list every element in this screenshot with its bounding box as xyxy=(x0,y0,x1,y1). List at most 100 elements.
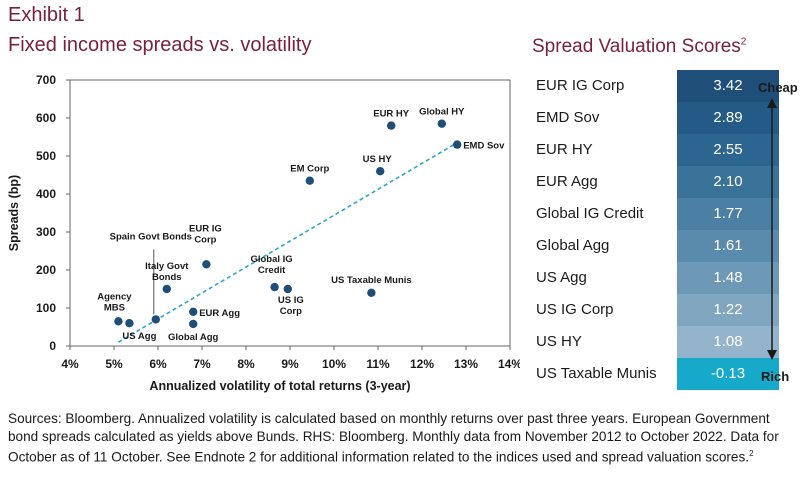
x-tick-label: 14% xyxy=(498,357,520,371)
point-label-line: US IG xyxy=(278,295,304,306)
point-label-line: US HY xyxy=(363,154,393,165)
point-label-line: Credit xyxy=(258,265,286,276)
scatter-chart: 0 100 200 300 400 500 600 700 4% 5% 6% 7% 8% 9% 10% 11%… xyxy=(7,73,520,393)
score-row: Global IG Credit 1.77 xyxy=(532,198,779,230)
score-row-name: Global Agg xyxy=(536,237,610,254)
y-tick-label: 600 xyxy=(36,111,56,125)
footnote-sup: 2 xyxy=(749,449,754,458)
point-label-line: Global IG xyxy=(250,254,292,265)
scores-title: Spread Valuation Scores2 xyxy=(532,36,746,58)
x-tick-label: 9% xyxy=(281,357,299,371)
data-point xyxy=(367,288,376,297)
data-point xyxy=(283,284,292,294)
point-label: US IG Corp xyxy=(278,295,304,317)
score-row-value: 1.08 xyxy=(677,326,779,358)
y-tick-label: 700 xyxy=(36,73,56,87)
data-point xyxy=(189,307,198,316)
score-row-name: EUR IG Corp xyxy=(536,77,625,94)
point-label: Global HY xyxy=(419,107,465,118)
point-label-line: EUR IG xyxy=(189,223,222,234)
scores-title-text: Spread Valuation Scores xyxy=(532,36,741,57)
x-tick-label: 7% xyxy=(193,357,211,371)
score-row-name: US Taxable Munis xyxy=(536,365,657,382)
x-tick-label: 12% xyxy=(410,357,434,371)
score-row-value: 1.22 xyxy=(677,294,779,326)
y-tick-label: 300 xyxy=(36,225,56,239)
score-row-name: US IG Corp xyxy=(536,301,614,318)
score-row: US IG Corp 1.22 xyxy=(532,294,779,326)
point-label: EUR IG Corp xyxy=(189,223,222,245)
data-point xyxy=(189,319,198,329)
point-label: US Taxable Munis xyxy=(331,275,412,286)
point-label-line: Corp xyxy=(280,306,302,317)
exhibit-label: Exhibit 1 xyxy=(8,4,85,26)
chart-title: Fixed income spreads vs. volatility xyxy=(8,34,312,56)
point-label: US HY xyxy=(363,154,393,165)
score-row-name: US HY xyxy=(536,333,582,350)
point-label-line: Global Agg xyxy=(168,332,219,343)
data-point xyxy=(376,167,385,176)
point-label-line: MBS xyxy=(104,302,125,313)
point-label-line: EM Corp xyxy=(290,164,329,175)
y-tick-label: 200 xyxy=(36,263,56,277)
y-tick-label: 400 xyxy=(36,187,56,201)
point-label: Italy Govt Bonds xyxy=(145,261,189,283)
score-row: US Agg 1.48 xyxy=(532,262,779,294)
x-tick-label: 10% xyxy=(322,357,346,371)
score-row: EUR HY 2.55 xyxy=(532,134,779,166)
point-label: Spain Govt Bonds xyxy=(110,231,192,242)
data-point xyxy=(151,315,160,324)
y-tick-label: 500 xyxy=(36,149,56,163)
data-point xyxy=(162,284,171,294)
score-row-value: 1.61 xyxy=(677,230,779,262)
point-label-line: Bonds xyxy=(152,272,182,283)
point-label: EM Corp xyxy=(290,164,329,175)
point-label: Global IG Credit xyxy=(250,254,292,276)
x-tick-label: 8% xyxy=(237,357,255,371)
y-tick-label: 0 xyxy=(49,339,56,353)
double-arrow-icon xyxy=(767,98,777,360)
score-row-name: EUR Agg xyxy=(536,173,598,190)
data-point xyxy=(453,140,462,149)
scale-top-label: Cheap xyxy=(758,80,798,95)
trendline xyxy=(117,142,458,343)
score-row-value: 1.48 xyxy=(677,262,779,294)
score-row: EUR IG Corp 3.42 xyxy=(532,70,779,102)
point-label: EUR HY xyxy=(373,109,410,120)
point-label: Global Agg xyxy=(168,332,219,343)
x-tick-label: 11% xyxy=(366,357,390,371)
score-row-name: Global IG Credit xyxy=(536,205,644,222)
data-point xyxy=(202,260,211,269)
point-label-line: US Agg xyxy=(122,331,156,342)
data-point xyxy=(270,282,279,292)
data-point xyxy=(387,121,396,130)
footnote-text: Sources: Bloomberg. Annualized volatilit… xyxy=(8,411,779,465)
score-row: EMD Sov 2.89 xyxy=(532,102,779,134)
point-label-line: Corp xyxy=(194,234,216,245)
x-tick-label: 6% xyxy=(149,357,167,371)
point-label: US Agg xyxy=(122,331,156,342)
scores-title-sup: 2 xyxy=(740,36,747,48)
x-axis-label: Annualized volatility of total returns (… xyxy=(149,379,410,393)
score-row-value: 3.42 xyxy=(677,70,779,102)
y-tick-label: 100 xyxy=(36,301,56,315)
point-label-line: Italy Govt xyxy=(145,261,189,272)
score-row-value: -0.13 xyxy=(677,358,779,390)
y-axis-label: Spreads (bp) xyxy=(7,175,21,251)
x-tick-label: 4% xyxy=(61,357,79,371)
data-point xyxy=(125,319,134,328)
score-row: EUR Agg 2.10 xyxy=(532,166,779,198)
data-point xyxy=(114,317,123,326)
data-point xyxy=(437,119,446,128)
data-point xyxy=(305,176,314,185)
score-row-value: 2.55 xyxy=(677,134,779,166)
point-label: EUR Agg xyxy=(199,308,240,319)
x-tick-label: 5% xyxy=(105,357,123,371)
score-row-value: 2.10 xyxy=(677,166,779,198)
point-label-line: Agency xyxy=(97,291,132,302)
point-label: EMD Sov xyxy=(463,141,505,152)
score-row-name: EMD Sov xyxy=(536,109,600,126)
score-row-value: 1.77 xyxy=(677,198,779,230)
point-label-line: Global HY xyxy=(419,107,465,118)
footnote: Sources: Bloomberg. Annualized volatilit… xyxy=(8,410,794,466)
